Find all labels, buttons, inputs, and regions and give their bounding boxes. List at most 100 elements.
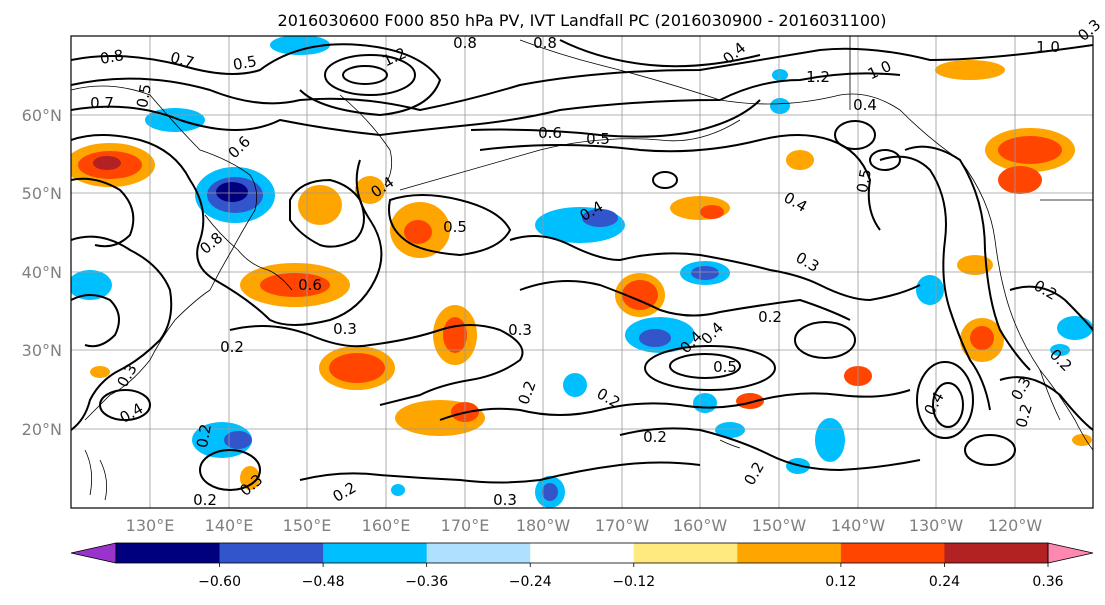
- contour-label: 0.7: [90, 94, 114, 112]
- lon-tick-label: 150°W: [752, 516, 807, 535]
- colorbar-tick-label: −0.60: [198, 574, 241, 590]
- colorbar-tick-label: −0.36: [405, 574, 448, 590]
- lat-tick-label: 50°N: [22, 184, 62, 203]
- colorbar-segment: [426, 543, 531, 563]
- pv-contour: [71, 235, 173, 431]
- pv-contour: [299, 461, 701, 484]
- pv-contour: [324, 54, 416, 96]
- coastline-aleutians: [399, 119, 741, 191]
- latitude-labels: 60°N 50°N 40°N 30°N 20°N: [22, 106, 62, 439]
- contour-label: 0.3: [508, 321, 532, 339]
- pv-positive-blob: [443, 317, 467, 353]
- pv-contour: [229, 324, 524, 406]
- lon-tick-label: 160°E: [362, 516, 411, 535]
- pv-positive-blob: [404, 220, 432, 244]
- pv-negative-blob: [563, 373, 587, 397]
- pv-contour: [932, 382, 964, 428]
- pv-contour: [644, 345, 776, 391]
- pv-negative-blob: [1057, 316, 1093, 340]
- pv-positive-blob: [998, 136, 1062, 164]
- pv-contour: [669, 353, 741, 379]
- pv-negative-blob: [71, 270, 112, 300]
- lat-tick-label: 30°N: [22, 341, 62, 360]
- contour-label: 0.7: [168, 48, 196, 72]
- contour-label: 0.5: [713, 358, 737, 376]
- pv-positive-blob: [786, 150, 814, 170]
- pv-negative-blob: [582, 209, 618, 227]
- pv-negative-blob: [639, 329, 671, 347]
- contour-label: 0.2: [193, 491, 217, 509]
- pv-contour: [652, 171, 678, 189]
- pv-positive-blob: [355, 176, 385, 204]
- contour-label: 0.3: [333, 320, 357, 338]
- coastline-na-west: [959, 159, 1093, 451]
- pv-contour-layer: [71, 39, 1093, 491]
- pv-contour: [619, 427, 921, 472]
- pv-contour: [1009, 285, 1093, 331]
- pv-contour: [904, 145, 1031, 371]
- lon-tick-label: 180°W: [516, 516, 571, 535]
- pv-contour: [519, 280, 851, 321]
- colorbar-tick-label: −0.48: [302, 574, 345, 590]
- colorbar: [70, 542, 1094, 564]
- colorbar-segment: [323, 543, 428, 563]
- pv-contour: [470, 99, 761, 138]
- lat-tick-label: 40°N: [22, 263, 62, 282]
- coastline-asia: [71, 85, 258, 421]
- pv-contour: [99, 389, 151, 421]
- contour-label: 0.2: [220, 338, 244, 356]
- pv-contour: [439, 389, 911, 421]
- contour-label: 0.5: [443, 218, 467, 236]
- lon-tick-label: 170°E: [441, 516, 490, 535]
- pv-contour: [388, 194, 512, 257]
- coastline-kamchatka: [339, 94, 393, 186]
- pv-contour: [794, 321, 856, 359]
- pv-negative-blob: [772, 69, 788, 81]
- lon-tick-label: 130°E: [126, 516, 175, 535]
- lon-tick-label: 160°W: [673, 516, 728, 535]
- lon-tick-label: 130°W: [909, 516, 964, 535]
- pv-contour: [71, 44, 1093, 112]
- pv-contour: [509, 235, 921, 302]
- contour-label: 1.0: [1036, 38, 1060, 56]
- pv-contour: [559, 39, 761, 68]
- pv-contour: [999, 376, 1093, 431]
- lon-tick-label: 150°E: [283, 516, 332, 535]
- lon-tick-label: 170°W: [595, 516, 650, 535]
- pv-positive-blob: [329, 353, 385, 383]
- pv-contour: [71, 134, 383, 326]
- lat-tick-label: 60°N: [22, 106, 62, 125]
- pv-contour: [964, 434, 1016, 466]
- contour-label: 0.5: [586, 130, 610, 148]
- contour-label: 0.5: [232, 52, 259, 74]
- pv-negative-blob: [542, 483, 558, 501]
- pv-positive-blob: [998, 166, 1042, 194]
- map-title: 2016030600 F000 850 hPa PV, IVT Landfall…: [278, 11, 887, 30]
- pv-contour: [869, 149, 901, 171]
- pv-contour: [71, 177, 135, 248]
- contour-label: 0.8: [533, 34, 557, 52]
- colorbar-tick-label: 0.24: [929, 574, 960, 590]
- pv-contour: [834, 120, 876, 150]
- contour-label: 0.5: [133, 83, 155, 110]
- pv-negative-blob: [270, 36, 330, 55]
- contour-label: 0.5: [853, 168, 875, 195]
- colorbar-frame: [115, 542, 1049, 564]
- colorbar-tick-label: −0.24: [509, 574, 552, 590]
- colorbar-segment: [840, 543, 945, 563]
- pv-negative-blob: [770, 98, 790, 114]
- contour-label: 0.6: [538, 124, 562, 142]
- colorbar-segment: [530, 543, 635, 563]
- contour-label: 0.8: [453, 34, 477, 52]
- pv-contour: [879, 155, 991, 411]
- contour-label: 0.8: [99, 46, 126, 68]
- pv-negative-blob: [715, 422, 745, 438]
- colorbar-tick-label: −0.12: [612, 574, 655, 590]
- coastline-alaska: [519, 39, 961, 161]
- pv-contour: [479, 134, 881, 231]
- pv-positive-blob: [260, 273, 330, 297]
- coastline-philippines: [84, 449, 108, 501]
- pv-contour: [199, 449, 261, 491]
- pv-positive-blob: [240, 466, 260, 490]
- coastline-baja: [1039, 369, 1061, 421]
